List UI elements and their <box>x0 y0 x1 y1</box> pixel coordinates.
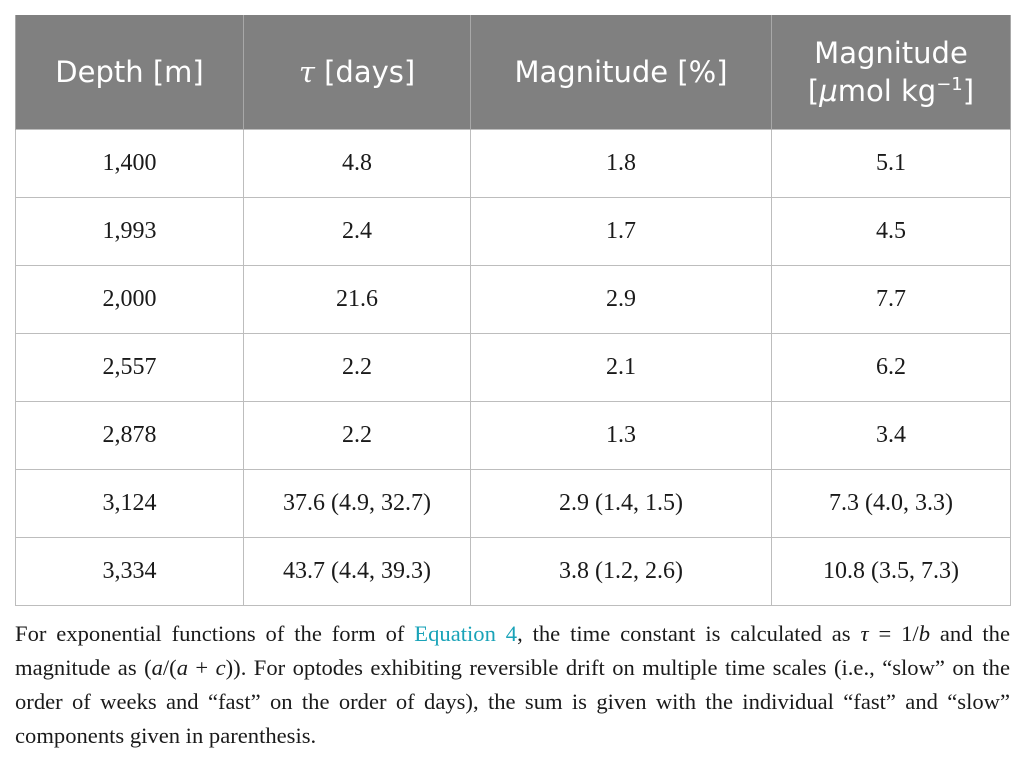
table-body: 1,400 4.8 1.8 5.1 1,993 2.4 1.7 4.5 2,00… <box>15 128 1011 606</box>
cell-tau: 2.2 <box>243 332 471 402</box>
cell-magnitude-pct: 2.9 (1.4, 1.5) <box>470 468 772 538</box>
header-magnitude-umol-exp: −1 <box>936 73 963 95</box>
cell-magnitude-umol: 7.3 (4.0, 3.3) <box>771 468 1011 538</box>
header-depth: Depth [m] <box>15 15 244 129</box>
equation-link[interactable]: Equation 4 <box>414 621 518 646</box>
cell-magnitude-pct: 1.7 <box>470 196 772 266</box>
cell-tau: 37.6 (4.9, 32.7) <box>243 468 471 538</box>
cell-magnitude-umol: 7.7 <box>771 264 1011 334</box>
cell-tau: 2.2 <box>243 400 471 470</box>
cell-magnitude-umol: 3.4 <box>771 400 1011 470</box>
cell-tau: 43.7 (4.4, 39.3) <box>243 536 471 606</box>
header-tau-unit: [days] <box>314 54 416 89</box>
cell-magnitude-pct: 1.3 <box>470 400 772 470</box>
header-depth-label: Depth [m] <box>55 54 204 89</box>
footnote-text: For exponential functions of the form of <box>15 621 415 646</box>
table-row: 2,000 21.6 2.9 7.7 <box>15 264 1011 334</box>
footnote-text: )). For optodes exhibiting reversible dr… <box>15 655 1011 748</box>
cell-depth: 2,878 <box>15 400 244 470</box>
table-header: Depth [m] τ [days] Magnitude [%] Magnitu… <box>15 15 1011 129</box>
cell-depth: 1,400 <box>15 128 244 198</box>
table-footnote: For exponential functions of the form of… <box>15 617 1010 753</box>
footnote-tau: τ <box>860 621 869 646</box>
cell-magnitude-umol: 6.2 <box>771 332 1011 402</box>
cell-magnitude-umol: 10.8 (3.5, 7.3) <box>771 536 1011 606</box>
cell-tau: 4.8 <box>243 128 471 198</box>
footnote-text: /( <box>162 655 177 680</box>
header-magnitude-umol-open: [ <box>807 73 820 108</box>
cell-tau: 2.4 <box>243 196 471 266</box>
header-magnitude-umol-mu: μ <box>819 73 838 108</box>
footnote-text: and the magnitude as ( <box>15 621 1010 680</box>
cell-magnitude-umol: 4.5 <box>771 196 1011 266</box>
table-row: 1,993 2.4 1.7 4.5 <box>15 196 1011 266</box>
footnote-text: = <box>868 621 902 646</box>
header-magnitude-pct-label: Magnitude [%] <box>514 54 728 89</box>
cell-tau: 21.6 <box>243 264 471 334</box>
footnote-text: + <box>188 655 216 680</box>
cell-magnitude-pct: 3.8 (1.2, 2.6) <box>470 536 772 606</box>
header-magnitude-umol: Magnitude [μmol kg−1] <box>771 15 1011 129</box>
header-magnitude-umol-line1: Magnitude <box>814 35 968 70</box>
header-magnitude-umol-close: ] <box>962 73 975 108</box>
header-magnitude-pct: Magnitude [%] <box>470 15 772 129</box>
header-tau-symbol: τ <box>298 54 315 89</box>
table-row: 1,400 4.8 1.8 5.1 <box>15 128 1011 198</box>
cell-magnitude-umol: 5.1 <box>771 128 1011 198</box>
cell-depth: 2,000 <box>15 264 244 334</box>
footnote-var-b: b <box>918 621 930 646</box>
data-table-container: Depth [m] τ [days] Magnitude [%] Magnitu… <box>15 15 1011 606</box>
cell-depth: 2,557 <box>15 332 244 402</box>
footnote-text: , the time constant is calculated as <box>517 621 861 646</box>
table-row: 2,878 2.2 1.3 3.4 <box>15 400 1011 470</box>
footnote-var-a: a <box>151 655 163 680</box>
cell-magnitude-pct: 2.9 <box>470 264 772 334</box>
cell-depth: 3,124 <box>15 468 244 538</box>
table-row: 2,557 2.2 2.1 6.2 <box>15 332 1011 402</box>
table-row: 3,334 43.7 (4.4, 39.3) 3.8 (1.2, 2.6) 10… <box>15 536 1011 606</box>
drift-table: Depth [m] τ [days] Magnitude [%] Magnitu… <box>15 15 1011 606</box>
cell-depth: 3,334 <box>15 536 244 606</box>
footnote-text: 1/ <box>901 621 919 646</box>
header-magnitude-umol-unit: mol kg <box>837 73 937 108</box>
header-row: Depth [m] τ [days] Magnitude [%] Magnitu… <box>15 15 1011 129</box>
footnote-var-c: c <box>215 655 226 680</box>
cell-magnitude-pct: 2.1 <box>470 332 772 402</box>
cell-depth: 1,993 <box>15 196 244 266</box>
table-row: 3,124 37.6 (4.9, 32.7) 2.9 (1.4, 1.5) 7.… <box>15 468 1011 538</box>
footnote-var-a: a <box>176 655 188 680</box>
header-tau: τ [days] <box>243 15 471 129</box>
cell-magnitude-pct: 1.8 <box>470 128 772 198</box>
